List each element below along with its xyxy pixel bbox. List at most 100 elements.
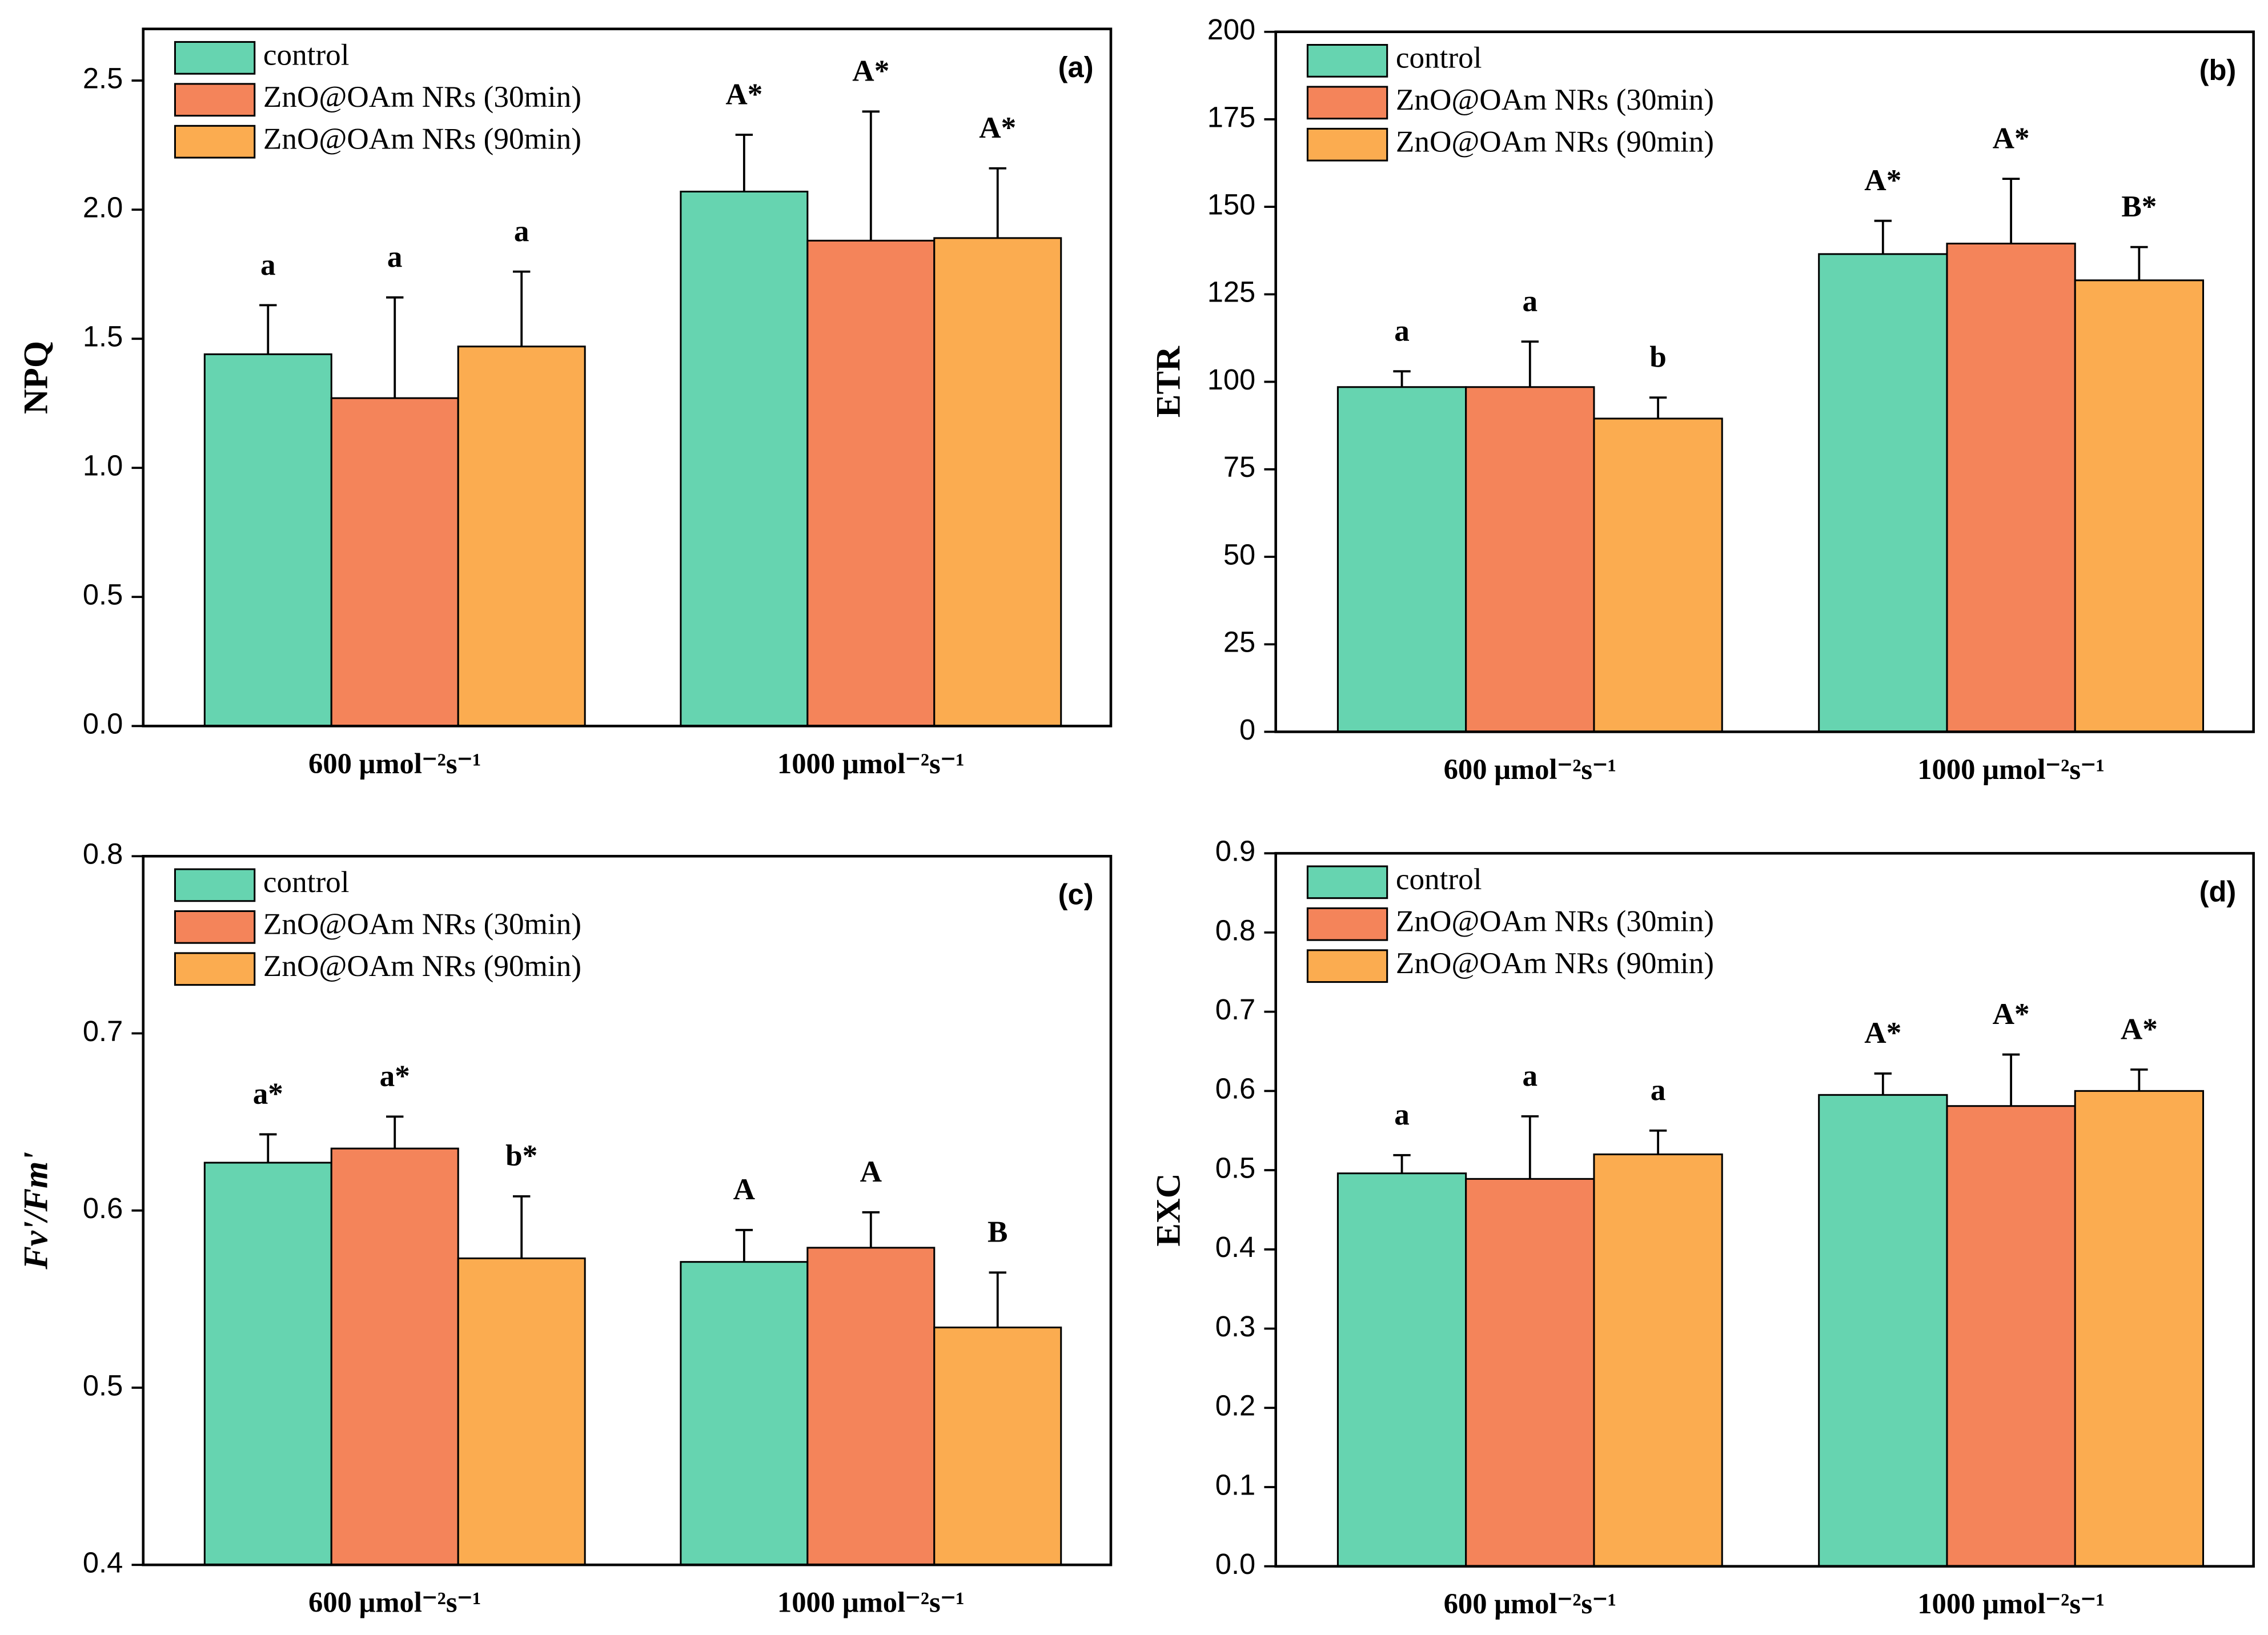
x-tick-label: 1000 μmol⁻²s⁻¹: [1917, 1588, 2105, 1620]
significance-label: b*: [505, 1139, 537, 1172]
error-bar: [1874, 219, 1892, 254]
significance-label: a: [1523, 1059, 1538, 1092]
y-tick-label: 0.4: [83, 1546, 123, 1579]
significance-label: a: [1394, 1098, 1410, 1131]
significance-label: A*: [979, 111, 1016, 144]
bar: [1593, 417, 1723, 733]
error-bar: [259, 304, 277, 355]
legend-label: ZnO@OAm NRs (90min): [1396, 124, 1714, 158]
significance-label: B*: [2121, 190, 2157, 223]
error-bar: [1393, 370, 1411, 387]
legend-label: ZnO@OAm NRs (30min): [263, 907, 581, 941]
panel-label: (a): [1058, 51, 1094, 83]
bar: [933, 237, 1062, 727]
legend-label: ZnO@OAm NRs (90min): [263, 122, 581, 155]
bar: [203, 353, 332, 727]
error-bar: [862, 1211, 880, 1248]
error-bar: [1649, 1129, 1667, 1155]
y-tick-label: 0.5: [83, 1369, 123, 1401]
y-axis-title: NPQ: [17, 341, 55, 414]
y-tick-label: 0.7: [1215, 993, 1255, 1026]
bar: [933, 1326, 1062, 1566]
significance-label: A*: [1993, 997, 2030, 1031]
error-bar: [386, 1115, 404, 1149]
bar: [1818, 1094, 1948, 1568]
legend-swatch: [1306, 43, 1388, 78]
legend-swatch: [174, 952, 256, 986]
bar: [330, 397, 459, 727]
y-tick-label: 1.0: [83, 449, 123, 482]
y-tick-label: 1.5: [83, 320, 123, 353]
y-tick-label: 0.4: [1215, 1231, 1255, 1263]
bar: [2074, 1090, 2205, 1568]
error-bar: [386, 296, 404, 399]
x-tick-label: 600 μmol⁻²s⁻¹: [1444, 1588, 1616, 1620]
y-tick-label: 0.6: [1215, 1072, 1255, 1105]
error-bar: [989, 1271, 1006, 1328]
plot-frame: [1274, 30, 2255, 733]
bar: [806, 239, 936, 727]
error-bar: [735, 1228, 753, 1262]
significance-label: A: [860, 1155, 882, 1188]
significance-label: A*: [852, 54, 889, 88]
y-tick-label: 0.5: [83, 579, 123, 611]
y-axis-title: EXC: [1149, 1173, 1187, 1246]
y-tick-label: 2.0: [83, 191, 123, 223]
significance-label: B: [988, 1215, 1007, 1249]
x-tick-label: 1000 μmol⁻²s⁻¹: [777, 1586, 965, 1618]
legend-swatch: [1306, 86, 1388, 120]
error-bar: [2002, 178, 2020, 244]
error-bar: [2130, 246, 2148, 280]
significance-label: A*: [1993, 121, 2030, 155]
bar: [330, 1147, 459, 1566]
legend-swatch: [174, 124, 256, 159]
plot-frame: [142, 27, 1113, 728]
y-tick-label: 0.5: [1215, 1151, 1255, 1184]
error-bar: [1521, 1115, 1539, 1179]
plot-frame: [1274, 851, 2255, 1568]
x-tick-label: 600 μmol⁻²s⁻¹: [308, 748, 481, 780]
error-bar: [1393, 1154, 1411, 1174]
error-bar: [512, 1195, 531, 1259]
y-axis-title: Fv'/Fm': [17, 1152, 55, 1270]
error-bar: [862, 110, 880, 241]
legend-swatch: [174, 910, 256, 944]
error-bar: [1874, 1072, 1892, 1095]
y-tick-label: 0.6: [83, 1192, 123, 1224]
bar: [1593, 1153, 1723, 1568]
y-tick-label: 0.7: [83, 1015, 123, 1047]
bar: [1336, 1172, 1467, 1568]
legend-label: control: [1396, 41, 1482, 75]
legend-label: ZnO@OAm NRs (90min): [263, 949, 581, 983]
legend-swatch: [1306, 949, 1388, 983]
bar: [1465, 1178, 1595, 1568]
significance-label: A*: [1864, 163, 1901, 197]
legend-swatch: [174, 41, 256, 75]
significance-label: a*: [253, 1077, 283, 1111]
bar: [680, 1261, 809, 1566]
y-tick-label: 125: [1207, 276, 1256, 308]
chart-panel: 0.0 0.1 0.2 0.3 0.4 0.5 0.6 0.7 0.8 0.9 600 μmol⁻²…: [1149, 835, 2255, 1620]
bar: [1946, 1105, 2076, 1568]
y-tick-label: 0.2: [1215, 1389, 1255, 1422]
significance-label: A: [733, 1172, 756, 1206]
y-tick-label: 150: [1207, 188, 1256, 221]
significance-label: A*: [725, 77, 762, 111]
error-bar: [259, 1133, 277, 1163]
error-bar: [989, 167, 1006, 238]
y-tick-label: 0.0: [1215, 1548, 1255, 1580]
y-tick-label: 0.3: [1215, 1310, 1255, 1343]
chart-panel: 0 25 50 75 100 125 150 175 200 600 μmol⁻²s⁻¹ a a b 10…: [1149, 13, 2255, 785]
y-tick-label: 0: [1239, 713, 1255, 746]
error-bar: [1649, 396, 1667, 419]
significance-label: a: [514, 214, 529, 248]
bar: [2074, 279, 2205, 733]
legend-swatch: [1306, 865, 1388, 899]
y-tick-label: 0.8: [1215, 914, 1255, 946]
legend-swatch: [174, 83, 256, 117]
significance-label: a*: [380, 1059, 410, 1093]
significance-label: a: [1394, 314, 1410, 348]
significance-label: a: [1651, 1073, 1666, 1107]
legend-swatch: [174, 868, 256, 902]
y-tick-label: 0.8: [83, 838, 123, 870]
